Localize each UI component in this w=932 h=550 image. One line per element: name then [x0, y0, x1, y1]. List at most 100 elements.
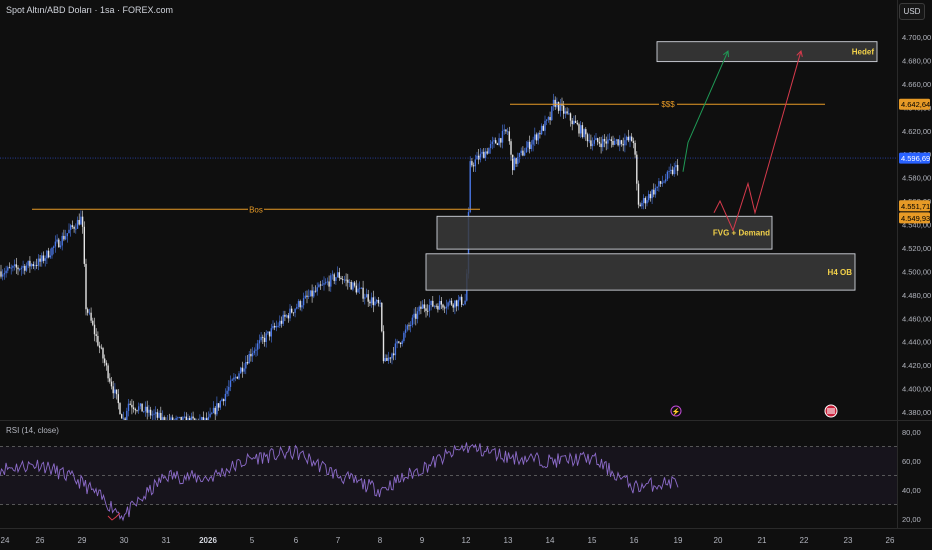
candle	[488, 148, 490, 154]
candle	[472, 165, 475, 167]
green-projection-arrowhead	[722, 50, 730, 58]
rsi-y-tick-label: 40,00	[902, 486, 921, 495]
candle	[530, 144, 533, 149]
candle	[291, 308, 293, 313]
candle	[251, 353, 254, 357]
candle	[632, 141, 635, 143]
candle	[421, 304, 424, 309]
x-tick-label: 14	[546, 536, 555, 545]
candle	[493, 140, 495, 142]
candle	[109, 378, 111, 382]
candle	[586, 134, 589, 142]
candle	[603, 138, 606, 142]
candle	[447, 302, 449, 307]
price-tag[interactable]	[899, 98, 930, 110]
candle	[122, 418, 125, 420]
candle	[357, 288, 359, 293]
candle	[5, 270, 7, 274]
candle	[63, 235, 65, 240]
price-tag[interactable]	[899, 212, 930, 224]
candle	[178, 416, 181, 418]
bos-label: Bos	[249, 205, 263, 214]
candle	[676, 165, 679, 171]
candle	[319, 284, 322, 286]
candle	[525, 147, 527, 153]
candle	[557, 102, 560, 111]
candle	[124, 418, 126, 420]
candle	[234, 376, 237, 378]
candle	[673, 167, 675, 175]
candle	[588, 140, 590, 142]
candle	[49, 255, 51, 258]
candle	[675, 165, 677, 168]
candle	[88, 312, 91, 314]
candle	[7, 267, 9, 271]
candle	[66, 233, 68, 237]
candle	[491, 141, 493, 144]
candle	[78, 219, 80, 225]
candle	[496, 143, 499, 145]
candle	[284, 314, 286, 317]
candle	[347, 279, 349, 283]
rsi-line[interactable]	[0, 442, 679, 522]
candle	[391, 353, 393, 359]
x-tick-label: 20	[714, 536, 723, 545]
candle	[634, 142, 636, 155]
candle	[335, 277, 337, 281]
candle	[438, 301, 441, 310]
price-tag[interactable]	[899, 152, 930, 164]
candle	[510, 141, 512, 155]
x-tick-label: 8	[378, 536, 383, 545]
candle	[30, 264, 33, 267]
candle	[219, 401, 221, 408]
lightning-icon[interactable]	[670, 405, 682, 417]
candle	[449, 300, 451, 303]
fvg-demand-zone[interactable]	[436, 215, 773, 250]
candle	[479, 153, 482, 160]
x-tick-label: 19	[674, 536, 683, 545]
y-tick-label: 4.420,00	[902, 361, 931, 370]
candle	[226, 390, 228, 394]
candle	[328, 281, 330, 287]
candle	[578, 124, 580, 134]
candle	[241, 367, 244, 372]
candle	[115, 389, 118, 395]
red-projection[interactable]	[713, 50, 802, 232]
h4-ob-zone-label: H4 OB	[828, 268, 853, 277]
x-tick-label: 26	[36, 536, 45, 545]
candle	[172, 417, 174, 420]
candle	[348, 281, 351, 283]
candle	[583, 129, 585, 138]
currency-button[interactable]: USD	[899, 3, 925, 20]
candle	[523, 152, 526, 156]
candle	[452, 304, 454, 308]
candle	[71, 225, 74, 227]
rsi-title[interactable]: RSI (14, close)	[6, 426, 59, 435]
target-zone[interactable]	[656, 41, 878, 63]
symbol-title[interactable]: Spot Altın/ABD Doları · 1sa · FOREX.com	[6, 5, 174, 15]
candle	[211, 412, 213, 414]
candle	[663, 181, 665, 183]
candle	[132, 407, 135, 410]
candle	[138, 406, 140, 411]
candle	[170, 417, 172, 420]
candle	[204, 418, 206, 420]
candle	[580, 125, 582, 134]
candle	[209, 413, 211, 417]
candle	[68, 229, 70, 234]
candle	[151, 414, 153, 416]
price-tag[interactable]	[899, 200, 930, 212]
h4-ob-zone[interactable]	[425, 253, 856, 291]
candle	[461, 296, 463, 305]
green-projection[interactable]	[682, 50, 729, 172]
candle	[297, 301, 300, 307]
price-tag-label: 4.549,93	[901, 214, 930, 223]
candle	[102, 348, 104, 359]
candle	[119, 403, 121, 415]
candle	[149, 409, 152, 416]
candle	[180, 416, 182, 420]
candle	[486, 151, 488, 154]
candle	[282, 314, 284, 324]
candle	[591, 143, 594, 147]
